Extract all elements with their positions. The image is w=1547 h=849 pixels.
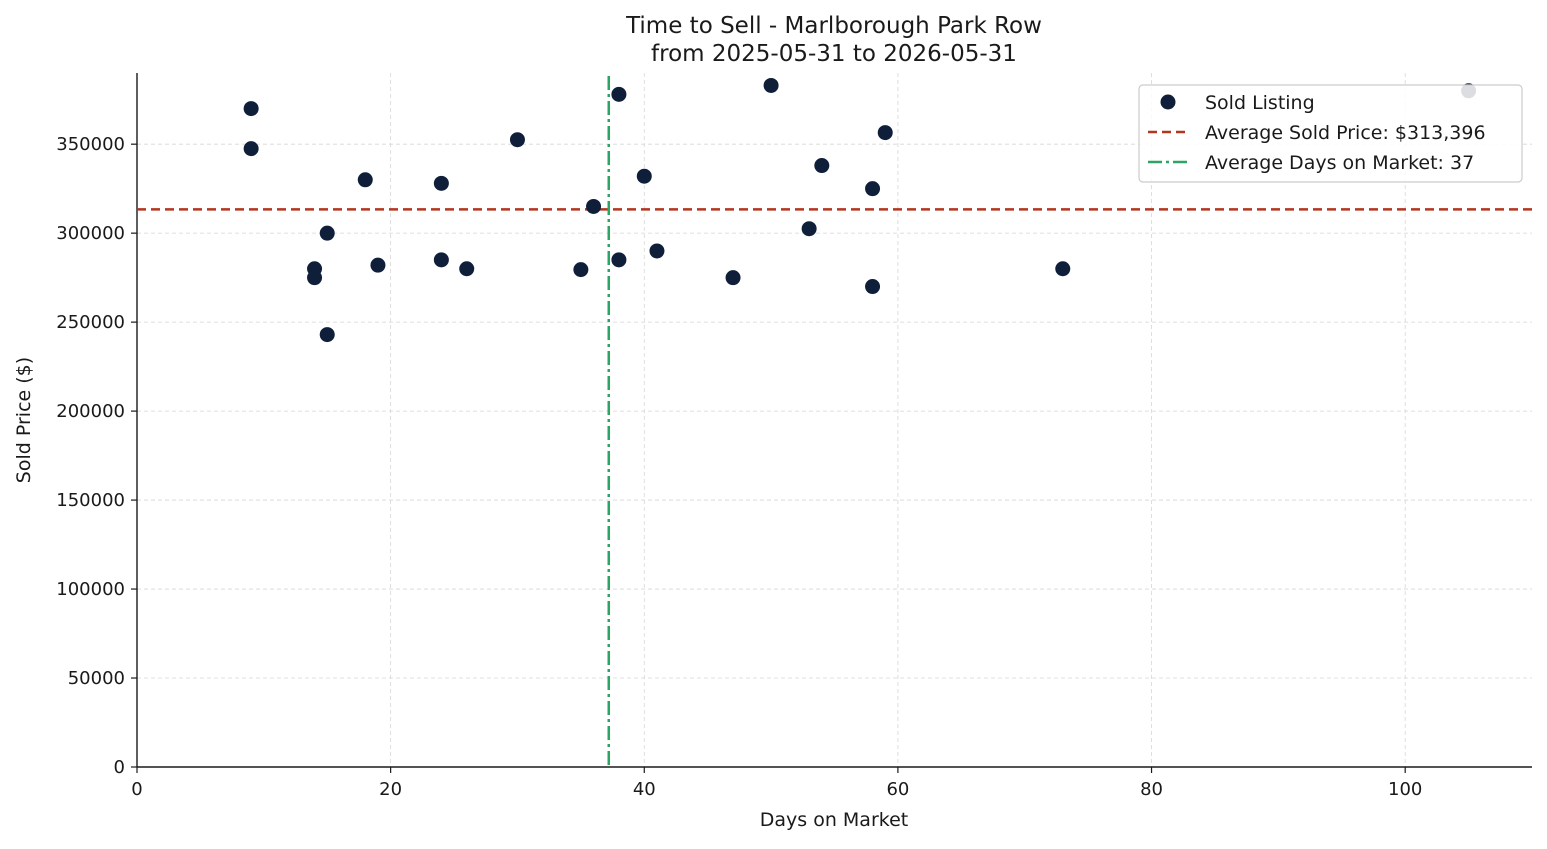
data-point [243, 141, 259, 157]
data-point [611, 86, 627, 102]
legend-marker-sold-listing [1160, 94, 1176, 110]
y-tick-label: 200000 [56, 401, 125, 422]
x-tick-label: 0 [131, 779, 142, 800]
y-axis-label: Sold Price ($) [13, 357, 35, 483]
y-tick-label: 150000 [56, 490, 125, 511]
data-point [433, 252, 449, 268]
grid-lines [137, 73, 1532, 767]
data-point [725, 270, 741, 286]
data-point [877, 125, 893, 141]
legend-label-sold-listing: Sold Listing [1205, 92, 1315, 114]
data-point [586, 198, 602, 214]
y-tick-label: 0 [114, 757, 125, 778]
reference-lines [137, 76, 1532, 767]
data-point [433, 175, 449, 191]
data-point [814, 158, 830, 174]
axes [131, 73, 1532, 773]
y-tick-label: 350000 [56, 134, 125, 155]
data-point [801, 221, 817, 237]
data-point [243, 101, 259, 117]
data-point [357, 172, 373, 188]
data-point [307, 270, 323, 286]
data-point [865, 279, 881, 295]
y-tick-label: 250000 [56, 312, 125, 333]
x-tick-label: 60 [886, 779, 909, 800]
data-point [319, 327, 335, 343]
x-axis-label: Days on Market [760, 809, 908, 831]
data-point [649, 243, 665, 259]
legend-label-average-days: Average Days on Market: 37 [1205, 152, 1474, 174]
x-tick-label: 20 [379, 779, 402, 800]
data-point [611, 252, 627, 268]
y-tick-label: 100000 [56, 579, 125, 600]
legend-label-average-price: Average Sold Price: $313,396 [1205, 122, 1486, 144]
x-tick-label: 40 [633, 779, 656, 800]
data-point [319, 225, 335, 241]
data-point [573, 262, 589, 278]
y-tick-label: 300000 [56, 223, 125, 244]
x-tick-label: 100 [1388, 779, 1422, 800]
data-point [636, 168, 652, 184]
x-tick-label: 80 [1140, 779, 1163, 800]
y-tick-label: 50000 [68, 668, 125, 689]
tick-labels: 0 20 40 60 80 100 0 50000 100000 150000 200000 2500… [56, 134, 1422, 800]
chart-title-line2: from 2025-05-31 to 2026-05-31 [651, 41, 1017, 67]
data-point [865, 181, 881, 197]
data-point [509, 132, 525, 148]
data-point [1055, 261, 1071, 277]
chart-title-line1: Time to Sell - Marlborough Park Row [625, 13, 1042, 39]
data-point [763, 77, 779, 93]
legend: Sold Listing Average Sold Price: $313,39… [1138, 84, 1523, 183]
data-point [459, 261, 475, 277]
data-point [370, 257, 386, 273]
legend-box [1138, 84, 1523, 183]
